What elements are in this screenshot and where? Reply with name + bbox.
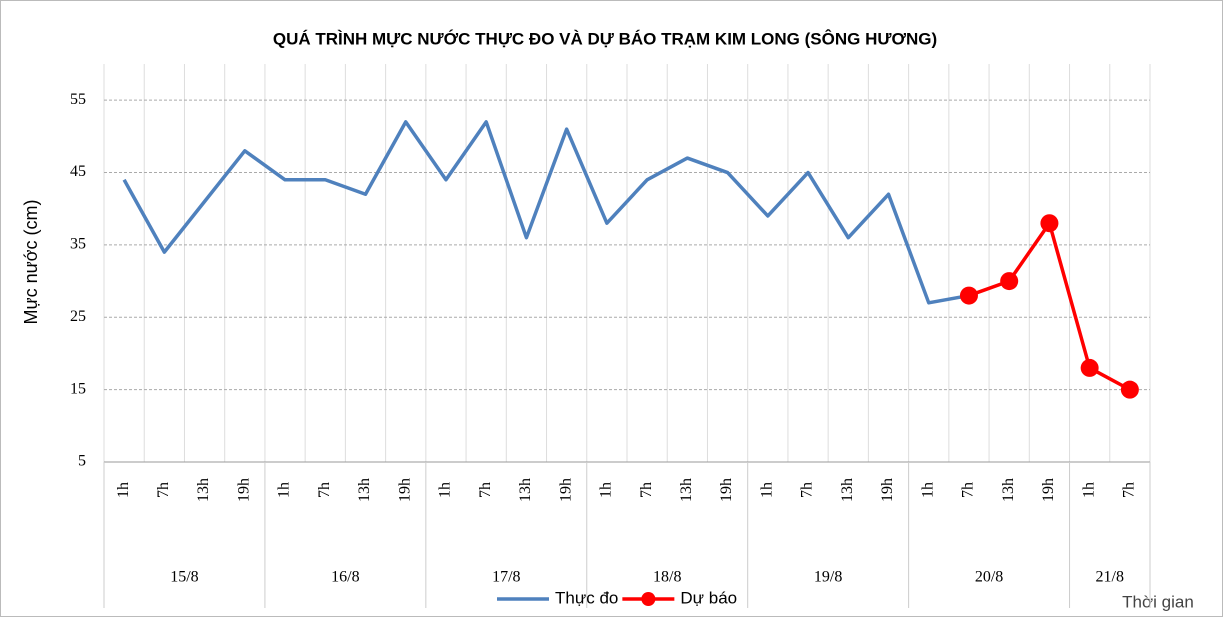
- group-label: 18/8: [653, 569, 681, 586]
- legend-marker: [641, 592, 656, 606]
- legend-label: Thực đo: [555, 588, 618, 607]
- chart-title: QUÁ TRÌNH MỰC NƯỚC THỰC ĐO VÀ DỰ BÁO TRẠ…: [273, 29, 937, 48]
- point-marker: [1000, 272, 1019, 291]
- x-tick-label: 7h: [1121, 482, 1138, 498]
- x-tick-label: 13h: [678, 478, 695, 502]
- group-label: 20/8: [975, 569, 1003, 586]
- y-tick-label: 45: [70, 163, 86, 180]
- point-marker: [1040, 214, 1059, 233]
- group-label: 16/8: [331, 569, 359, 586]
- group-label: 19/8: [814, 569, 842, 586]
- x-tick-label: 1h: [115, 482, 132, 498]
- x-tick-label: 7h: [316, 482, 333, 498]
- x-tick-label: 19h: [879, 478, 896, 502]
- x-tick-label: 13h: [517, 478, 534, 502]
- y-tick-label: 15: [70, 380, 86, 397]
- line-series: [122, 120, 970, 305]
- y-tick-label: 25: [70, 308, 86, 325]
- point-marker: [959, 286, 978, 305]
- legend-label: Dự báo: [680, 588, 737, 607]
- x-tick-label: 13h: [1000, 478, 1017, 502]
- x-tick-label: 7h: [960, 482, 977, 498]
- x-tick-label: 19h: [557, 478, 574, 502]
- x-axis-label: Thời gian: [1122, 592, 1194, 611]
- point-marker: [1080, 358, 1099, 377]
- x-tick-label: 7h: [477, 482, 494, 498]
- x-tick-label: 19h: [396, 478, 413, 502]
- y-tick-label: 5: [78, 453, 86, 470]
- y-axis-label: Mực nước (cm): [21, 200, 41, 325]
- point-marker: [1120, 380, 1139, 399]
- group-label: 17/8: [492, 569, 520, 586]
- x-tick-label: 1h: [598, 482, 615, 498]
- x-tick-label: 1h: [919, 482, 936, 498]
- x-tick-label: 19h: [235, 478, 252, 502]
- x-tick-label: 1h: [1080, 482, 1097, 498]
- x-tick-label: 7h: [638, 482, 655, 498]
- x-tick-label: 13h: [356, 478, 373, 502]
- x-tick-label: 13h: [839, 478, 856, 502]
- x-tick-label: 19h: [1040, 478, 1057, 502]
- x-tick-label: 1h: [758, 482, 775, 498]
- x-tick-label: 13h: [195, 478, 212, 502]
- x-tick-label: 1h: [276, 482, 293, 498]
- group-label: 21/8: [1096, 569, 1124, 586]
- x-tick-label: 7h: [155, 482, 172, 498]
- group-label: 15/8: [170, 569, 198, 586]
- x-tick-label: 19h: [718, 478, 735, 502]
- x-tick-label: 1h: [437, 482, 454, 498]
- x-tick-label: 7h: [799, 482, 816, 498]
- y-tick-label: 35: [70, 236, 86, 253]
- y-tick-label: 55: [70, 91, 86, 108]
